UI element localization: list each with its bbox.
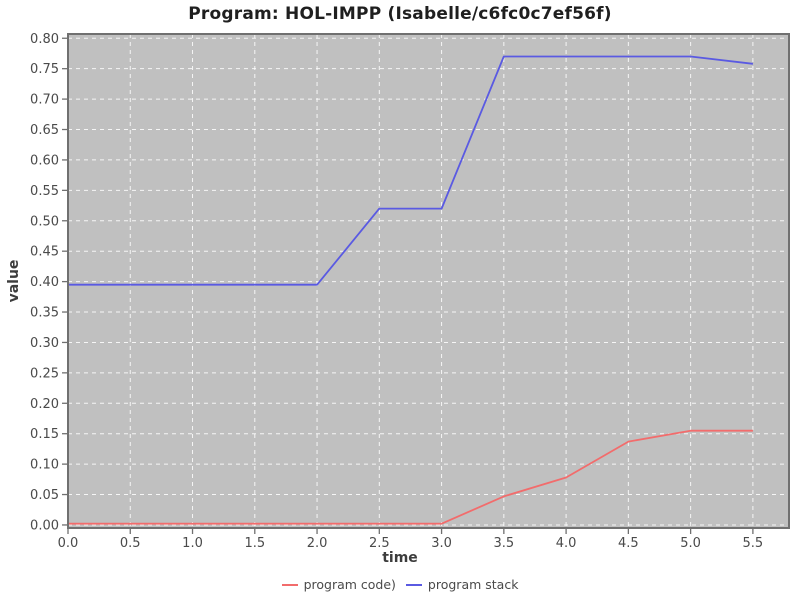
y-tick-label: 0.15: [30, 427, 59, 442]
legend: program code) program stack: [0, 577, 800, 592]
plot-background: [68, 34, 789, 528]
y-tick-label: 0.25: [30, 366, 59, 381]
y-tick-label: 0.00: [30, 518, 59, 533]
x-tick-label: 0.0: [58, 536, 79, 551]
y-tick-label: 0.35: [30, 306, 59, 321]
y-tick-label: 0.10: [30, 458, 59, 473]
plot-border: [67, 33, 790, 529]
y-tick-label: 0.60: [30, 153, 59, 168]
x-tick-label: 4.0: [556, 536, 577, 551]
blue-line-swatch-icon: [405, 583, 422, 586]
x-tick-label: 0.5: [120, 536, 141, 551]
series-line-program-code: [68, 429, 753, 525]
y-tick-label: 0.65: [30, 123, 59, 138]
y-tick-label: 0.50: [30, 214, 59, 229]
legend-item-program-code: program code): [281, 577, 396, 592]
x-tick-label: 2.5: [369, 536, 390, 551]
y-tick-label: 0.45: [30, 245, 59, 260]
legend-label-program-code: program code): [303, 577, 396, 592]
x-axis-label: time: [382, 550, 418, 566]
x-tick-label: 5.5: [743, 536, 764, 551]
x-tick-label: 4.5: [618, 536, 639, 551]
y-tick-label: 0.75: [30, 62, 59, 77]
x-tick-label: 5.0: [680, 536, 701, 551]
y-tick-label: 0.70: [30, 93, 59, 108]
legend-label-program-stack: program stack: [427, 577, 519, 592]
x-tick-label: 1.0: [182, 536, 203, 551]
x-tick-label: 3.5: [493, 536, 514, 551]
y-tick-label: 0.80: [30, 32, 59, 47]
y-tick-label: 0.55: [30, 184, 59, 199]
y-axis-label: value: [6, 259, 22, 303]
x-tick-label: 1.5: [244, 536, 265, 551]
x-tick-label: 2.0: [307, 536, 328, 551]
legend-item-program-stack: program stack: [405, 577, 519, 592]
y-tick-label: 0.40: [30, 275, 59, 290]
y-tick-label: 0.05: [30, 488, 59, 503]
red-line-swatch-icon: [281, 583, 298, 586]
series-line-program-stack: [68, 55, 754, 286]
y-tick-label: 0.20: [30, 397, 59, 412]
y-tick-label: 0.30: [30, 336, 59, 351]
page-title: Program: HOL-IMPP (Isabelle/c6fc0c7ef56f…: [188, 4, 612, 24]
x-tick-label: 3.0: [431, 536, 452, 551]
